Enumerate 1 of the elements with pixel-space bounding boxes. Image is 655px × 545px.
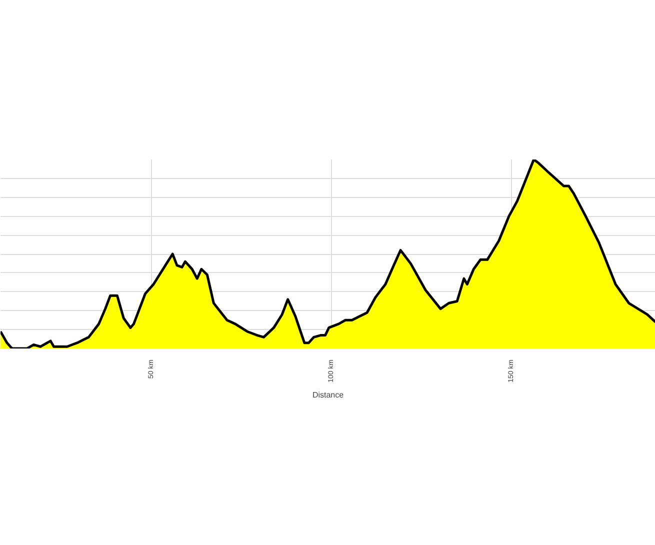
x-axis-title: Distance [312,390,344,400]
